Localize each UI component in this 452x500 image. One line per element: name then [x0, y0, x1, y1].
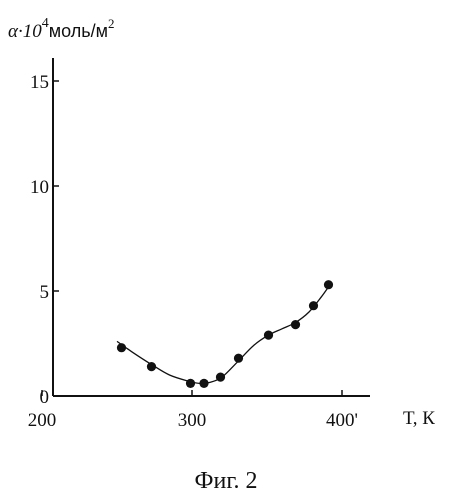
figure-caption: Фиг. 2 [195, 468, 258, 494]
x-tick-label: 400' [326, 410, 358, 431]
y-tick-label: 10 [30, 177, 49, 198]
y-tick-label: 5 [40, 282, 50, 303]
y-axis-title-symbol: α·10 [8, 21, 42, 42]
data-points [117, 280, 333, 388]
y-axis-title-exponent: 4 [42, 16, 49, 31]
y-axis-title-unit: моль/м [49, 21, 108, 41]
x-axis-title: Т, К [403, 408, 435, 429]
data-point [234, 354, 243, 363]
data-point [291, 320, 300, 329]
data-point [147, 362, 156, 371]
y-axis-title: α·104моль/м2 [8, 16, 114, 42]
y-tick-label: 0 [40, 387, 50, 408]
x-tick-label: 300 [178, 410, 207, 431]
y-tick-label: 15 [30, 72, 49, 93]
data-point [199, 379, 208, 388]
axes [53, 58, 370, 396]
data-point [117, 343, 126, 352]
data-point [264, 331, 273, 340]
y-axis-title-unit-exponent: 2 [108, 16, 115, 31]
data-point [216, 373, 225, 382]
data-point [324, 280, 333, 289]
x-tick-label: 200 [28, 410, 57, 431]
data-point [186, 379, 195, 388]
data-point [309, 301, 318, 310]
y-ticks: 0 5 10 15 [30, 72, 59, 408]
